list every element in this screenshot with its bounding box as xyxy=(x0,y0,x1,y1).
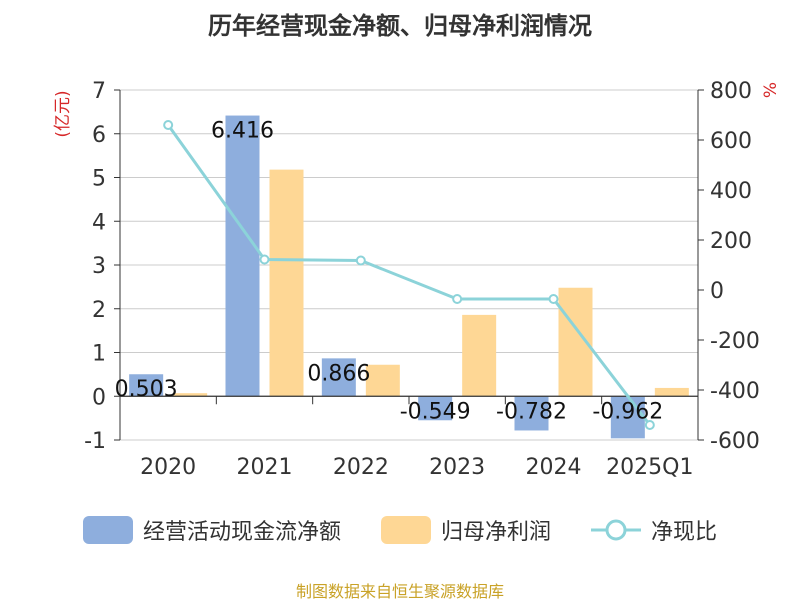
y-tick-label-right: 800 xyxy=(710,79,752,104)
bar-cashflow xyxy=(129,374,164,397)
source-note: 制图数据来自恒生聚源数据库 xyxy=(295,582,504,601)
data-label-cashflow: 0.866 xyxy=(307,361,370,386)
point-ratio xyxy=(644,420,655,430)
bar-profit xyxy=(269,169,304,397)
line-ratio xyxy=(166,124,652,426)
data-label-cashflow: 6.416 xyxy=(211,119,274,144)
legend-label-cashflow: 经营活动现金流净额 xyxy=(142,520,341,545)
y-tick-label-left: 6 xyxy=(92,123,106,148)
point-ratio xyxy=(259,254,270,265)
legend-label-profit: 归母净利润 xyxy=(440,520,551,545)
y-tick-label-left: 2 xyxy=(92,298,106,323)
point-ratio xyxy=(163,120,174,130)
x-tick-label: 2021 xyxy=(237,455,293,480)
bar-cashflow xyxy=(418,396,453,421)
point-ratio xyxy=(548,294,559,304)
x-tick-label: 2020 xyxy=(140,455,196,480)
y-tick-label-right: 0 xyxy=(710,279,724,304)
bar-profit xyxy=(365,364,400,397)
legend-item-cashflow[interactable]: 经营活动现金流净额 xyxy=(82,514,341,546)
y-tick-label-right: 400 xyxy=(710,179,752,204)
legend-item-profit[interactable]: 归母净利润 xyxy=(380,514,551,546)
data-label-cashflow: 0.503 xyxy=(115,377,178,402)
y-tick-label-right: -200 xyxy=(710,329,760,354)
y-tick-label-left: 5 xyxy=(92,167,106,192)
legend-swatch-cashflow xyxy=(82,516,133,544)
chart-title: 历年经营现金净额、归母净利润情况 xyxy=(208,12,592,40)
bar-profit xyxy=(654,387,689,397)
point-ratio xyxy=(452,294,463,304)
legend: 经营活动现金流净额 归母净利润 净现比 xyxy=(0,514,800,546)
y-tick-label-left: 0 xyxy=(92,385,106,410)
data-label-cashflow: -0.962 xyxy=(592,399,663,424)
legend-label-ratio: 净现比 xyxy=(651,520,718,545)
bar-profit xyxy=(173,393,208,397)
x-tick-label: 2025Q1 xyxy=(606,455,693,480)
y-tick-label-right: -400 xyxy=(710,379,760,404)
point-ratio xyxy=(355,255,366,266)
data-label-cashflow: -0.549 xyxy=(400,399,471,424)
y-tick-label-left: 7 xyxy=(92,79,106,104)
x-tick-label: 2023 xyxy=(429,455,485,480)
bar-profit xyxy=(462,314,497,397)
y-tick-label-left: -1 xyxy=(84,429,106,454)
y-tick-label-right: 600 xyxy=(710,129,752,154)
bar-cashflow xyxy=(610,396,645,439)
y-tick-label-right: 200 xyxy=(710,229,752,254)
x-tick-label: 2022 xyxy=(333,455,389,480)
y-tick-label-left: 4 xyxy=(92,210,106,235)
y-axis-label-left: (亿元) xyxy=(53,90,73,137)
y-tick-label-right: -600 xyxy=(710,429,760,454)
bar-cashflow xyxy=(514,396,549,431)
legend-item-ratio[interactable]: 净现比 xyxy=(591,514,717,546)
legend-swatch-ratio xyxy=(591,519,641,541)
y-tick-label-left: 1 xyxy=(92,342,106,367)
y-tick-label-left: 3 xyxy=(92,254,106,279)
bar-cashflow xyxy=(321,358,356,397)
x-tick-label: 2024 xyxy=(526,455,582,480)
y-axis-label-right: % xyxy=(761,82,781,98)
bar-cashflow xyxy=(225,115,260,397)
data-label-cashflow: -0.782 xyxy=(496,399,567,424)
legend-swatch-profit xyxy=(380,516,431,544)
